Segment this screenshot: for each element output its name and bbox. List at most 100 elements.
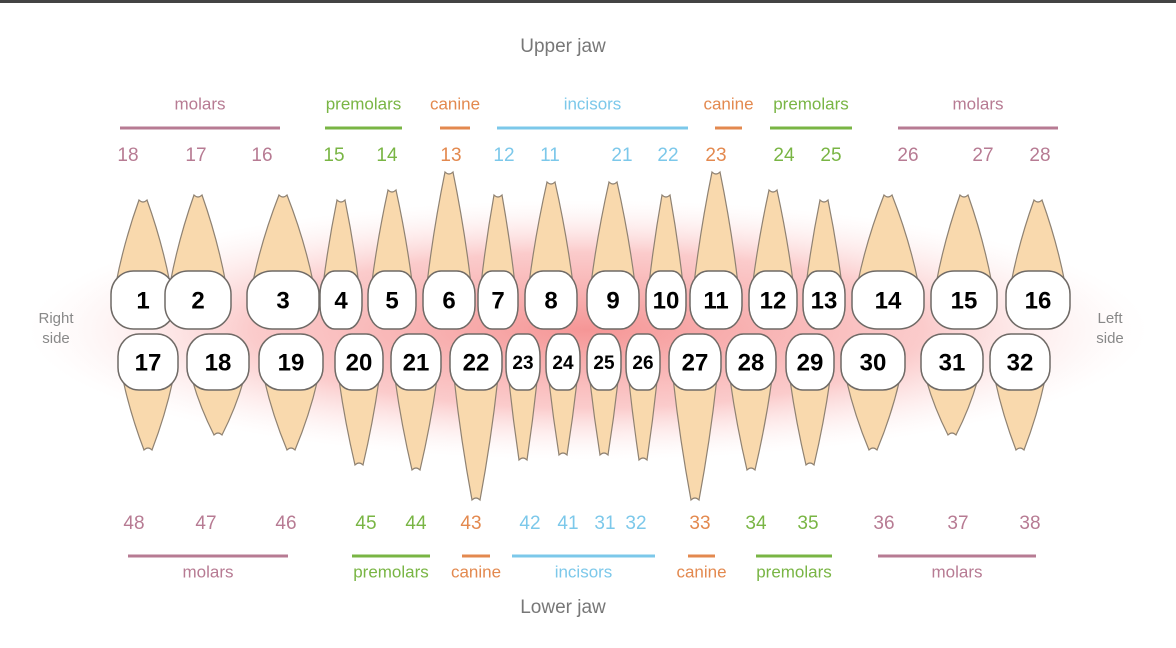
fdi-number: 21 bbox=[611, 145, 632, 166]
tooth-root bbox=[672, 378, 718, 502]
fdi-number: 15 bbox=[323, 145, 344, 166]
tooth-root bbox=[453, 378, 499, 502]
fdi-number: 36 bbox=[873, 513, 894, 534]
tooth-crown bbox=[645, 270, 687, 330]
teeth bbox=[110, 170, 1071, 502]
tooth-number: 21 bbox=[403, 349, 430, 376]
group-label: molars bbox=[182, 562, 233, 581]
tooth-number: 31 bbox=[939, 349, 966, 376]
fdi-number: 26 bbox=[897, 145, 918, 166]
group-label: incisors bbox=[564, 94, 622, 113]
fdi-number: 42 bbox=[519, 513, 540, 534]
group-label: molars bbox=[931, 562, 982, 581]
tooth-crown bbox=[785, 333, 835, 391]
tooth-root bbox=[648, 193, 684, 284]
tooth-number: 24 bbox=[552, 353, 574, 374]
fdi-number: 12 bbox=[493, 145, 514, 166]
tooth-number: 30 bbox=[860, 349, 887, 376]
tooth-number: 6 bbox=[442, 287, 455, 314]
fdi-number: 24 bbox=[773, 145, 795, 166]
group-label: incisors bbox=[555, 562, 613, 581]
tooth-number: 32 bbox=[1007, 349, 1034, 376]
fdi-number: 41 bbox=[557, 513, 578, 534]
tooth-number: 4 bbox=[334, 287, 348, 314]
tooth-root bbox=[935, 193, 993, 284]
tooth-crown bbox=[390, 333, 442, 391]
tooth-crown bbox=[668, 333, 722, 391]
tooth-root bbox=[857, 193, 919, 284]
tooth-number: 5 bbox=[385, 287, 398, 314]
tooth-number: 23 bbox=[512, 353, 533, 374]
group-label: premolars bbox=[756, 562, 832, 581]
tooth-number: 1 bbox=[136, 287, 149, 314]
group-label: premolars bbox=[773, 94, 849, 113]
fdi-number: 13 bbox=[440, 145, 461, 166]
tooth-crown bbox=[840, 333, 906, 391]
fdi-number: 45 bbox=[355, 513, 376, 534]
tooth-root bbox=[548, 378, 578, 457]
fdi-number: 43 bbox=[460, 513, 481, 534]
tooth-number: 17 bbox=[135, 349, 162, 376]
tooth-crown bbox=[449, 333, 503, 391]
fdi-number: 31 bbox=[594, 513, 615, 534]
tooth-number: 13 bbox=[811, 287, 838, 314]
tooth-root bbox=[994, 378, 1046, 452]
tooth-crown bbox=[625, 333, 661, 391]
fdi-number: 46 bbox=[275, 513, 296, 534]
tooth-crown bbox=[930, 270, 998, 330]
tooth-crown bbox=[334, 333, 384, 391]
tooth-crown bbox=[164, 270, 232, 330]
tooth-crown bbox=[117, 333, 179, 391]
fdi-number: 37 bbox=[947, 513, 968, 534]
left-side-label: Left side bbox=[1096, 310, 1124, 347]
tooth-crown bbox=[422, 270, 476, 330]
fdi-number: 38 bbox=[1019, 513, 1040, 534]
tooth-number: 8 bbox=[544, 287, 557, 314]
tooth-root bbox=[322, 198, 360, 284]
fdi-number: 18 bbox=[117, 145, 138, 166]
tooth-root bbox=[845, 378, 901, 452]
tooth-number: 22 bbox=[463, 349, 490, 376]
tooth-crown bbox=[586, 333, 622, 391]
tooth-crown bbox=[505, 333, 541, 391]
tooth-number: 18 bbox=[205, 349, 232, 376]
fdi-number: 22 bbox=[657, 145, 678, 166]
tooth-number: 20 bbox=[346, 349, 373, 376]
tooth-root bbox=[590, 180, 636, 284]
tooth-crown bbox=[258, 333, 324, 391]
tooth-crown bbox=[689, 270, 743, 330]
labels: Right side Left side molars premolars canine in… bbox=[38, 94, 1123, 581]
tooth-root bbox=[480, 193, 516, 284]
fdi-number: 14 bbox=[376, 145, 398, 166]
tooth-crown bbox=[367, 270, 417, 330]
tooth-crown bbox=[477, 270, 519, 330]
top-border bbox=[0, 0, 1176, 3]
fdi-number: 11 bbox=[540, 145, 560, 166]
group-label: premolars bbox=[326, 94, 402, 113]
tooth-root bbox=[528, 180, 574, 284]
tooth-root bbox=[805, 198, 843, 284]
right-side-label: Right side bbox=[38, 310, 74, 347]
tooth-crown bbox=[851, 270, 925, 330]
group-label: canine bbox=[676, 562, 726, 581]
tooth-root bbox=[371, 188, 413, 284]
fdi-number: 27 bbox=[972, 145, 993, 166]
fdi-number: 47 bbox=[195, 513, 216, 534]
tooth-root bbox=[169, 193, 227, 284]
tooth-number: 15 bbox=[951, 287, 978, 314]
tooth-number: 2 bbox=[191, 287, 204, 314]
tooth-root bbox=[263, 378, 319, 452]
tooth-crown bbox=[545, 333, 581, 391]
tooth-root bbox=[191, 378, 245, 437]
tooth-crown bbox=[524, 270, 578, 330]
tooth-root bbox=[115, 198, 171, 284]
tooth-number: 7 bbox=[491, 287, 504, 314]
tooth-root bbox=[508, 378, 538, 462]
tooth-crown bbox=[989, 333, 1051, 391]
lower-jaw-title: Lower jaw bbox=[520, 597, 606, 618]
tooth-root bbox=[628, 378, 658, 462]
tooth-crown bbox=[725, 333, 777, 391]
tooth-root bbox=[394, 378, 438, 472]
tooth-crown bbox=[748, 270, 798, 330]
